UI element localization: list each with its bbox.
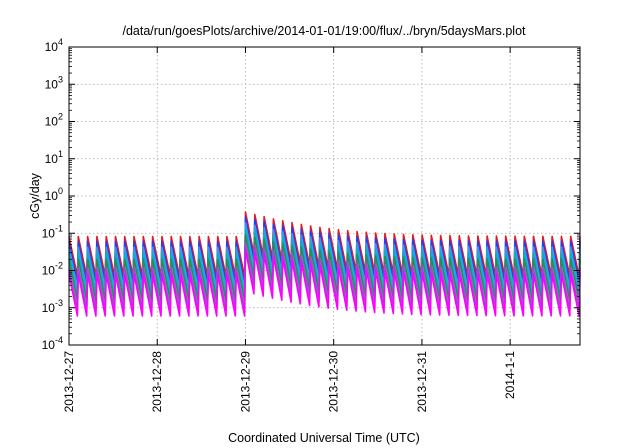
ticks: 10-4 10-3 10-2 10-1 100 101 102 103 104 2013-12-2… [42,37,580,412]
y-tick-label: 101 [45,149,63,166]
series-line-7 [68,249,581,317]
y-tick-label: 10-3 [42,298,63,315]
x-tick-label: 2013-12-29 [238,351,252,413]
y-tick-label: 103 [45,74,63,91]
x-axis-label: Coordinated Universal Time (UTC) [228,431,420,445]
x-tick-label: 2013-12-28 [150,351,164,413]
x-tick-label: 2014-1-1 [503,351,517,399]
y-tick-label: 104 [45,37,63,54]
x-tick-label: 2013-12-31 [415,351,429,413]
y-tick-label: 10-1 [42,223,63,240]
y-tick-label: 10-2 [42,261,63,278]
y-tick-label: 102 [45,112,63,129]
y-tick-label: 10-4 [42,335,63,352]
series-layer [68,211,581,317]
y-tick-label: 100 [45,186,63,203]
y-axis-label: cGy/day [28,172,42,219]
x-tick-label: 2013-12-27 [62,351,76,413]
chart-title: /data/run/goesPlots/archive/2014-01-01/1… [122,24,526,38]
x-tick-label: 2013-12-30 [327,351,341,413]
